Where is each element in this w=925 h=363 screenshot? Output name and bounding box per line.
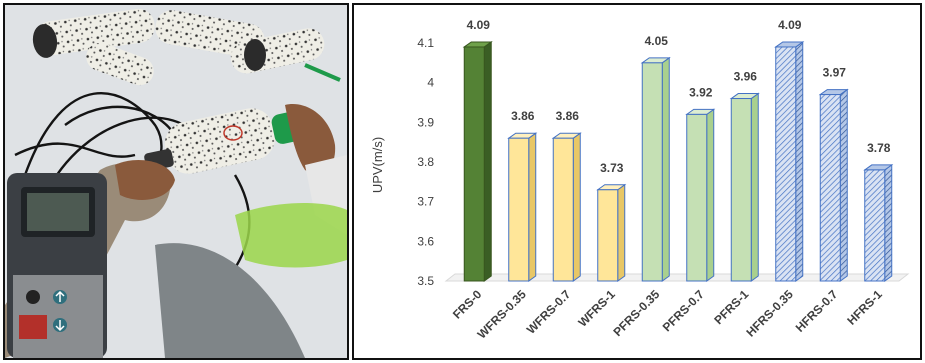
bar-front [864,169,886,282]
bar-front [463,46,485,282]
bar [774,40,805,282]
y-tick-label: 3.9 [417,115,434,129]
ultrasonic-test-photo [3,3,349,360]
arrow-up-icon [53,290,67,304]
bar [596,183,627,282]
y-tick-label: 4 [427,76,434,90]
bar [685,108,716,282]
data-label: 4.09 [467,18,491,32]
bar [818,88,849,282]
bar-front [641,62,663,282]
bar-side [661,56,670,282]
data-label: 3.73 [600,161,624,175]
bar-side [528,132,537,282]
data-label: 3.92 [689,85,713,99]
upv-chart-panel: 3.5 3.6 3.7 3.8 3.9 4 4.1 4.09 FRS-0 3.86 WFRS-0.… [352,3,922,360]
bar [640,56,671,282]
bar-front [775,46,797,282]
bar [462,40,493,282]
bar [729,92,760,282]
x-tick-label: HFRS-1 [844,287,885,328]
transducer-cables [14,91,251,306]
data-label: 3.86 [511,109,535,123]
data-label: 3.96 [734,70,758,84]
bar-front [597,189,619,282]
x-tick-label: HFRS-0.7 [793,287,841,335]
bar [551,132,582,282]
bar [507,132,538,282]
y-tick-label: 3.6 [417,234,434,248]
data-label: 3.86 [556,109,580,123]
green-bucket [235,203,347,268]
upv-bar-chart: 3.5 3.6 3.7 3.8 3.9 4 4.1 4.09 FRS-0 3.86 WFRS-0.… [370,18,910,341]
y-tick-label: 3.5 [417,274,434,288]
y-tick-label: 3.8 [417,155,434,169]
y-tick-label: 4.1 [417,36,434,50]
data-label: 3.78 [867,141,891,155]
bar [863,163,894,282]
y-tick-label: 3.7 [417,195,434,209]
x-tick-label: HFRS-0.35 [744,287,797,340]
x-tick-label: PFRS-0.35 [610,287,662,339]
bar-side [750,92,759,282]
x-tick-label: PFRS-1 [711,287,751,327]
x-tick-label: WFRS-1 [575,287,618,330]
ultrasonic-tester-device [7,173,107,358]
data-label: 4.05 [645,34,669,48]
x-tick-label: WFRS-0.7 [524,287,574,337]
bar-front [552,137,574,282]
photo-illustration [5,5,347,358]
data-label: 3.97 [823,66,847,80]
bar-side [839,88,848,282]
bar-side [795,40,804,282]
arrow-down-icon [53,318,67,332]
bar-side [706,108,715,282]
data-label: 4.09 [778,18,802,32]
bar-side [572,132,581,282]
bar-front [508,137,530,282]
y-axis-title: UPV(m/s) [370,137,385,193]
x-tick-label: FRS-0 [450,287,485,322]
x-tick-label: WFRS-0.35 [475,287,529,341]
bar-side [617,183,626,282]
bar-side [483,40,492,282]
x-tick-label: PFRS-0.7 [660,287,707,334]
bar-front [819,94,841,282]
bar-front [730,98,752,282]
bar-side [884,163,893,282]
concrete-cylinders-background [32,8,341,86]
bar-front [686,113,708,282]
